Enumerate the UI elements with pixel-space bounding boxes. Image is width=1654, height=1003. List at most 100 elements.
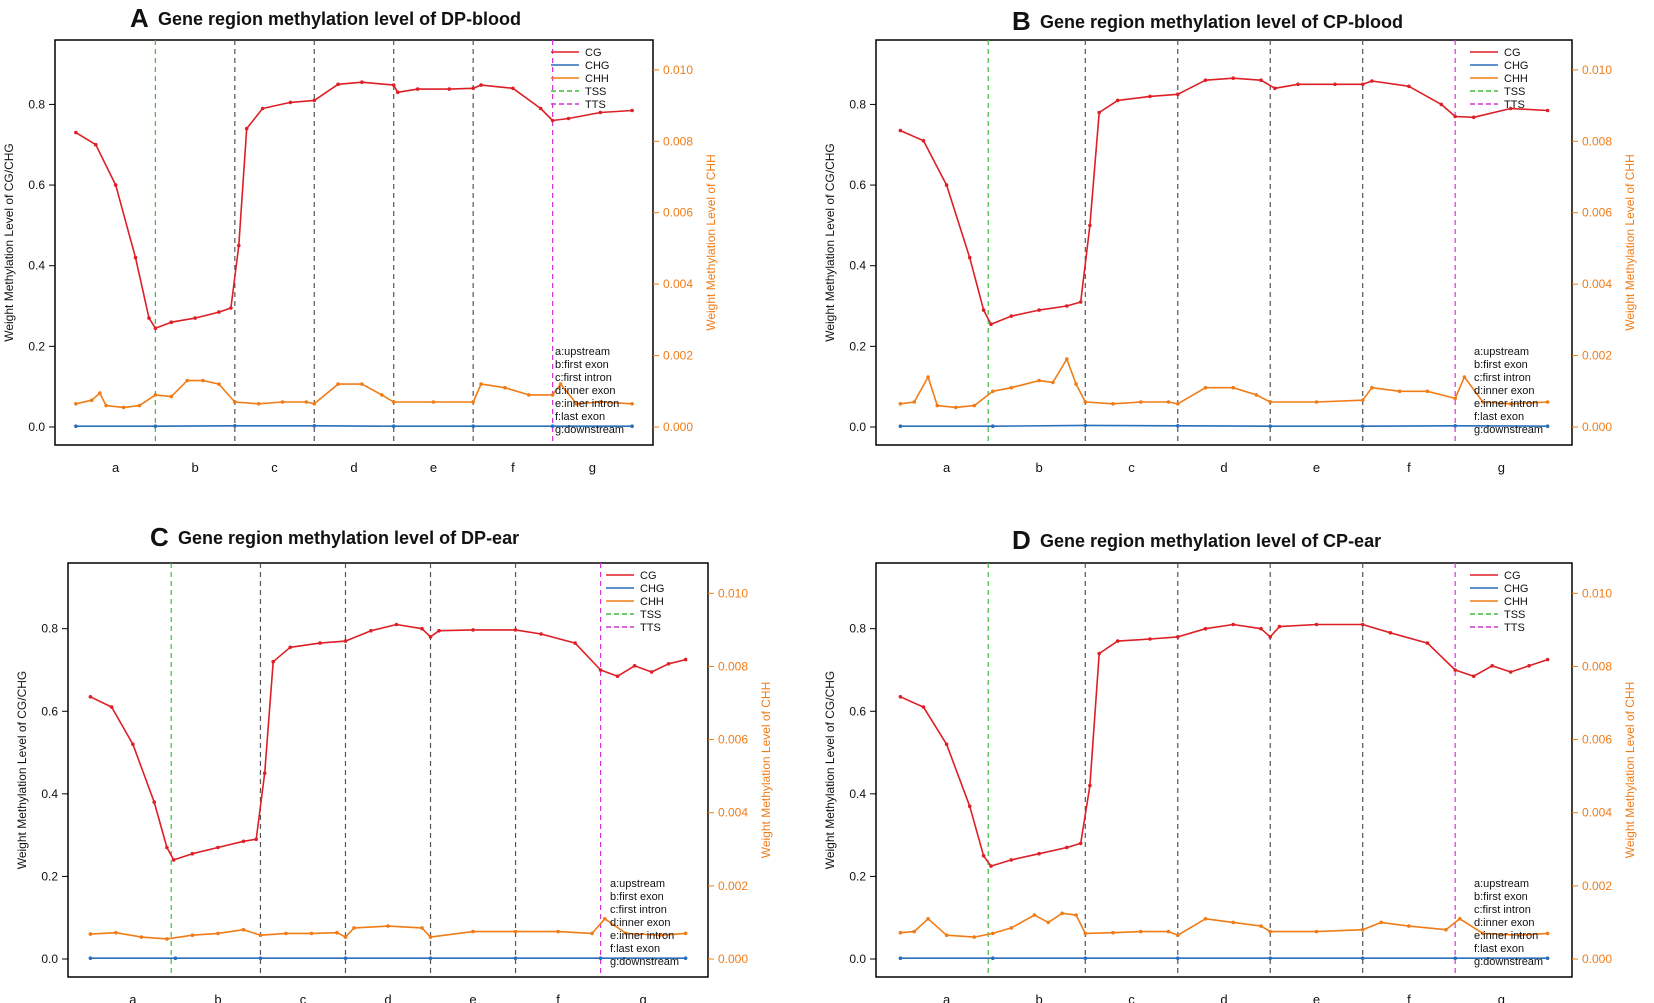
data-point-cg [190,851,195,856]
legend-label: CHG [1504,583,1528,595]
data-point-chh [1065,357,1069,361]
data-point-cg [471,628,475,632]
data-point-cg [336,82,340,87]
region-key-item: d:inner exon [1474,917,1535,929]
data-point-chh [991,931,995,936]
panel-A: A Gene region methylation level of DP-blo… [2,3,718,475]
right-tick-label: 0.008 [1582,134,1612,148]
data-point-cg [981,308,986,312]
region-key-item: b:first exon [1474,891,1528,903]
data-point-chg [898,956,903,960]
panel-letter: B [1012,6,1031,36]
right-tick-label: 0.002 [1582,879,1612,893]
region-key-item: b:first exon [1474,359,1528,371]
data-point-chh [926,375,930,379]
data-point-cg [566,116,571,121]
data-point-cg [1115,98,1120,103]
region-label: a [129,992,137,1003]
region-label: c [300,992,307,1003]
legend-label: TTS [640,622,661,634]
region-key-item: e:inner intron [1474,930,1538,942]
left-axis-label: Weight Methylation Level of CG/CHG [823,671,837,870]
region-label: a [112,460,120,475]
data-point-chg [428,956,433,960]
data-point-chh [88,932,93,936]
data-point-chh [926,917,930,921]
data-point-cg [193,316,197,320]
data-point-chh [1453,396,1457,401]
left-tick-label: 0.4 [849,787,866,801]
legend-label: CG [1504,570,1521,582]
data-point-chh [153,393,158,397]
data-point-chh [1481,400,1485,404]
data-point-chg [598,956,603,960]
data-point-cg [241,839,246,844]
legend-label: TTS [1504,622,1525,634]
data-point-chh [1268,400,1272,404]
data-point-cg [1009,858,1014,862]
data-point-chg [343,956,348,960]
data-point-cg [288,645,293,650]
data-point-chh [1231,920,1235,925]
panel-C: C Gene region methylation level of DP-ear… [15,522,773,1003]
data-point-chh [1009,926,1014,930]
data-point-cg [683,657,688,662]
data-point-chh [1545,931,1550,936]
data-point-cg [1078,300,1083,304]
panel-title: Gene region methylation level of DP-ear [178,528,519,548]
data-point-chh [1046,920,1051,925]
region-key-item: g:downstream [610,956,679,968]
data-point-cg [152,800,156,804]
data-point-cg [1078,841,1083,846]
data-point-cg [921,138,926,143]
data-point-cg [244,126,249,131]
data-point-chh [74,402,78,406]
data-point-chh [258,933,263,937]
region-key-item: f:last exon [555,411,605,423]
right-tick-label: 0.006 [1582,206,1612,220]
data-point-cg [147,316,151,320]
data-point-cg [615,674,620,678]
right-axis-label: Weight Methylation Level of CHH [704,154,718,331]
data-point-chg [991,956,995,960]
panel-title: Gene region methylation level of CP-bloo… [1040,12,1403,32]
region-label: c [271,460,278,475]
data-point-chg [630,424,634,429]
region-label: d [350,460,357,475]
data-point-chg [1545,956,1550,960]
right-tick-label: 0.000 [663,420,693,434]
data-point-cg [967,255,972,260]
data-point-chh [972,403,977,408]
region-label: f [1407,992,1411,1003]
data-point-cg [1037,308,1041,312]
region-key-item: b:first exon [610,891,664,903]
right-tick-label: 0.004 [1582,806,1612,820]
data-point-cg [343,639,348,643]
data-point-cg [1439,102,1444,107]
panel-letter: D [1012,525,1031,555]
data-point-cg [1370,79,1374,83]
right-tick-label: 0.006 [1582,733,1612,747]
right-tick-label: 0.004 [718,806,748,820]
legend-label: CHG [585,60,609,72]
data-point-chh [1259,924,1263,928]
region-label: d [1220,992,1227,1003]
data-point-chh [912,929,916,934]
right-tick-label: 0.010 [718,586,748,600]
data-point-cg [237,243,241,248]
panel-title: Gene region methylation level of CP-ear [1040,531,1381,551]
data-point-cg [1097,110,1101,115]
region-key-item: a:upstream [555,346,610,358]
data-point-chh [1379,920,1383,925]
data-point-chg [683,956,688,960]
data-point-chh [954,405,958,410]
data-point-chg [173,956,178,960]
data-point-cg [262,771,267,775]
region-label: g [589,460,596,475]
right-axis-label: Weight Methylation Level of CHH [759,682,773,859]
data-point-chh [991,389,995,394]
data-point-cg [1268,635,1272,639]
region-label: b [191,460,198,475]
data-point-chh [527,393,531,397]
right-axis-label: Weight Methylation Level of CHH [1623,154,1637,331]
